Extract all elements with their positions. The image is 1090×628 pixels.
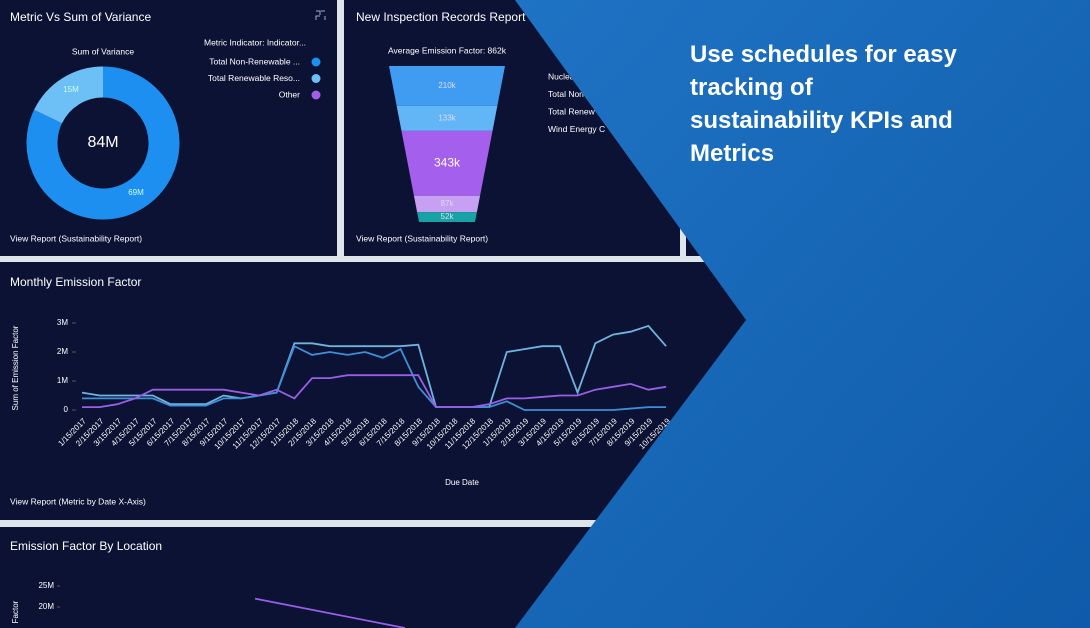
y-tick-label: 3M — [57, 318, 68, 327]
series-line — [82, 344, 667, 411]
series-line — [81, 324, 667, 409]
data-label: 52k — [441, 212, 455, 221]
report-link[interactable]: View Report (Metric by Date X-Axis) — [10, 496, 146, 506]
panel-title: Emission Factor By Location — [10, 539, 162, 553]
data-label: 87k — [441, 199, 455, 208]
y-tick-label: 1M — [57, 376, 68, 385]
legend-label: Other — [279, 89, 300, 99]
y-tick-label: 0 — [64, 405, 69, 414]
legend-label: Total Renewable Reso... — [208, 73, 300, 83]
legend-label: Total Renew — [548, 106, 596, 116]
chart-subtitle: Sum of Variance — [72, 46, 134, 56]
legend-title: Metric Indicator: Indicator... — [204, 37, 306, 47]
legend-swatch — [311, 90, 321, 100]
donut-segment — [34, 66, 104, 124]
legend-label: Total Non-Renewable ... — [209, 56, 300, 66]
y-tick-label: 25M — [38, 581, 54, 590]
legend-label: Wind Energy C — [548, 124, 605, 134]
funnel-stage — [413, 195, 481, 213]
data-label: 343k — [434, 155, 461, 169]
data-label: 210k — [438, 81, 456, 90]
data-label: 69M — [128, 188, 144, 197]
legend-swatch — [311, 74, 321, 83]
donut-segment — [26, 66, 180, 220]
data-label: 133k — [438, 113, 456, 122]
funnel-stage — [396, 105, 498, 131]
report-link[interactable]: View Report (Sustainability Report) — [356, 233, 488, 243]
funnel-stage — [389, 66, 505, 106]
funnel-stage — [401, 130, 493, 196]
legend-label: Total Non — [548, 89, 584, 99]
expand-icon[interactable] — [315, 10, 326, 20]
overlay-shape — [515, 0, 1090, 628]
chart-subtitle: Average Emission Factor: 862k — [388, 45, 507, 55]
y-axis-label: Sum of Emission Factor — [11, 325, 20, 410]
legend-swatch — [311, 57, 321, 67]
y-tick-label: 20M — [38, 602, 54, 611]
panel-title: Monthly Emission Factor — [10, 275, 141, 289]
funnel-stage — [417, 212, 477, 222]
series-line — [82, 374, 667, 409]
legend-label: Nuclear — [548, 71, 577, 81]
panel-title: Metric Vs Sum of Variance — [10, 10, 151, 24]
report-link[interactable]: View Report (Sustainability Report) — [10, 233, 142, 243]
headline: Use schedules for easy tracking of sustain… — [690, 41, 957, 167]
series-line — [254, 597, 406, 628]
panel-title: New Inspection Records Report — [356, 10, 526, 24]
y-axis-label: Factor — [11, 600, 20, 623]
center-label: 84M — [87, 134, 118, 151]
x-axis-label: Due Date — [445, 478, 479, 487]
data-label: 15M — [63, 85, 79, 94]
y-tick-label: 2M — [57, 347, 68, 356]
